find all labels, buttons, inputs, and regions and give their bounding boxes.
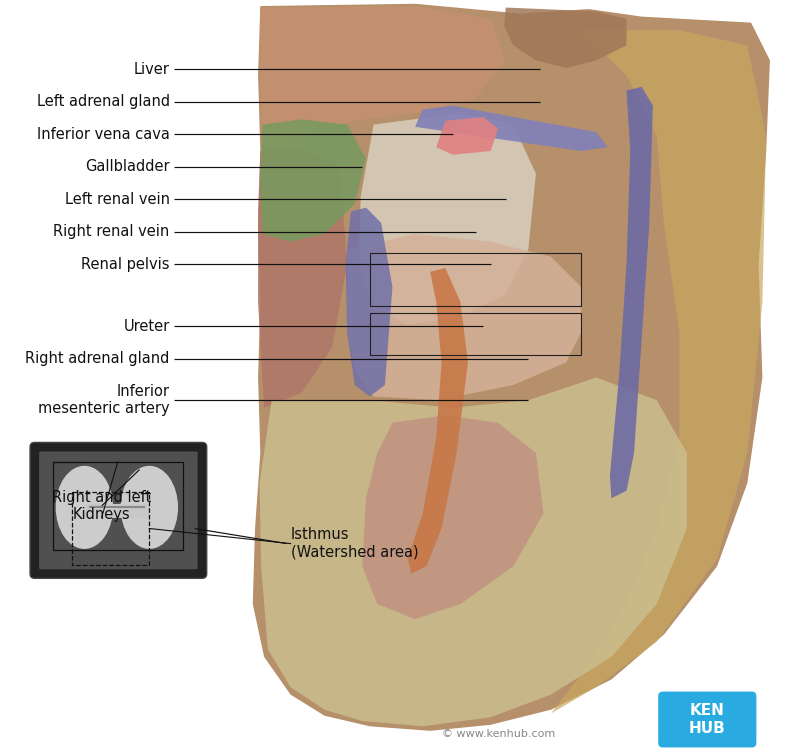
Text: Gallbladder: Gallbladder <box>85 159 170 174</box>
Polygon shape <box>407 268 468 574</box>
Text: Inferior vena cava: Inferior vena cava <box>37 127 170 142</box>
Text: © www.kenhub.com: © www.kenhub.com <box>442 729 554 739</box>
FancyBboxPatch shape <box>658 692 756 747</box>
Bar <box>72 492 150 565</box>
Polygon shape <box>258 147 347 408</box>
Polygon shape <box>260 119 366 242</box>
Bar <box>370 313 581 355</box>
Polygon shape <box>415 106 608 151</box>
Text: Right renal vein: Right renal vein <box>54 224 170 239</box>
Text: Ureter: Ureter <box>123 319 170 334</box>
Bar <box>85 504 150 518</box>
Text: Renal pelvis: Renal pelvis <box>82 257 170 272</box>
Bar <box>370 253 581 306</box>
Text: Inferior
mesenteric artery: Inferior mesenteric artery <box>38 384 170 416</box>
Polygon shape <box>358 113 536 325</box>
Polygon shape <box>346 208 393 396</box>
FancyBboxPatch shape <box>30 442 206 578</box>
Polygon shape <box>253 4 770 731</box>
Text: Left adrenal gland: Left adrenal gland <box>37 94 170 109</box>
Polygon shape <box>260 6 506 151</box>
FancyBboxPatch shape <box>39 451 198 569</box>
Polygon shape <box>551 30 766 713</box>
Polygon shape <box>259 378 687 726</box>
Text: Right adrenal gland: Right adrenal gland <box>26 351 170 366</box>
Ellipse shape <box>121 466 178 549</box>
Polygon shape <box>436 117 498 155</box>
Text: KEN
HUB: KEN HUB <box>689 704 726 735</box>
Ellipse shape <box>56 466 113 549</box>
Text: Right and left
Kidneys: Right and left Kidneys <box>52 490 151 522</box>
Polygon shape <box>504 8 626 68</box>
Polygon shape <box>347 234 581 400</box>
Polygon shape <box>610 87 653 498</box>
Polygon shape <box>362 415 543 619</box>
Bar <box>53 462 182 550</box>
Text: Isthmus
(Watershed area): Isthmus (Watershed area) <box>290 528 418 559</box>
Text: Liver: Liver <box>134 62 170 77</box>
Text: Left renal vein: Left renal vein <box>65 192 170 207</box>
